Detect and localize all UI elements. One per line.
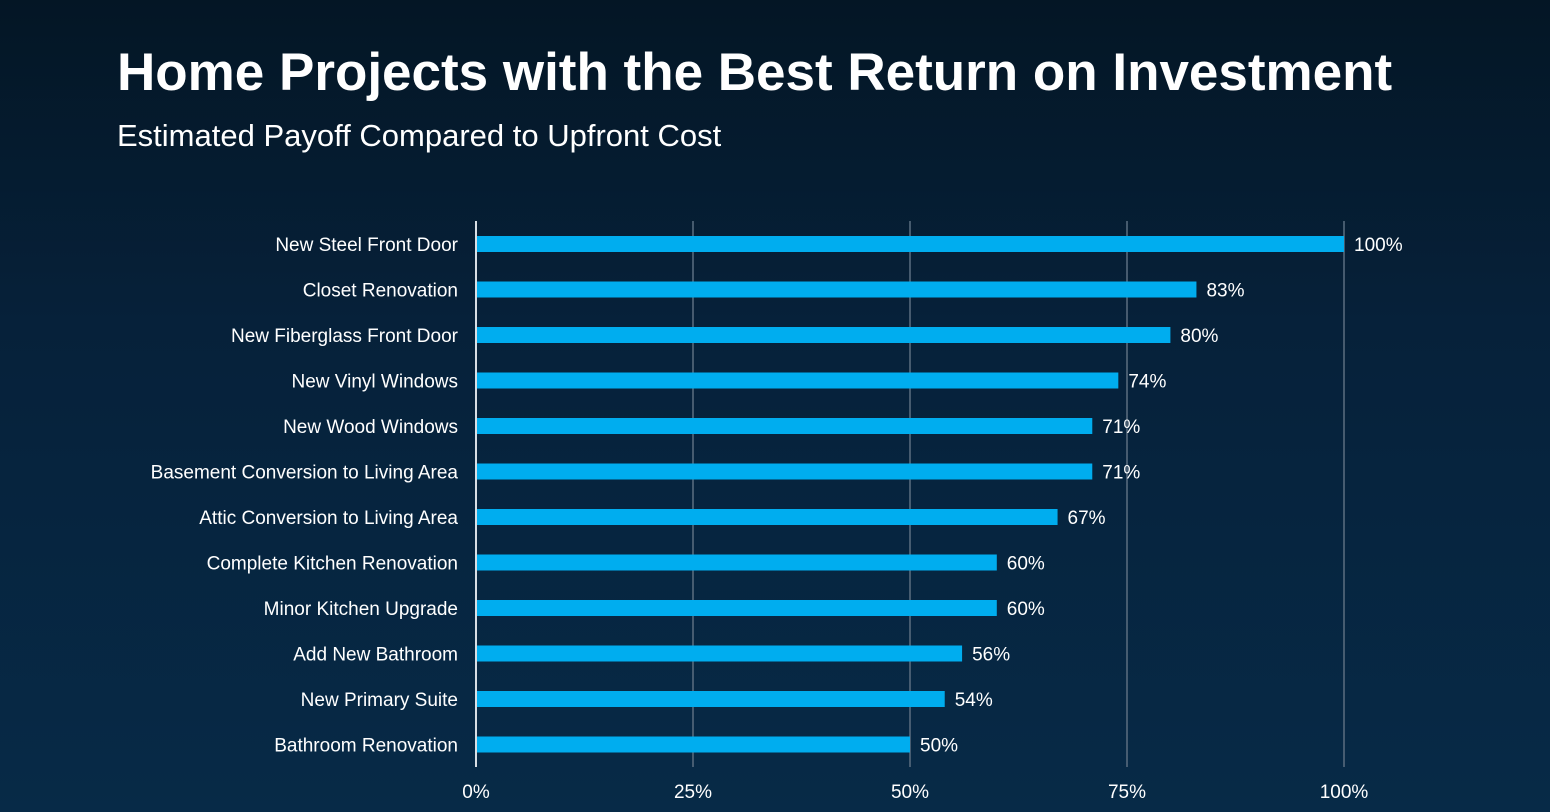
- value-labels: 100% 83% 80% 74% 71% 71% 67% 60% 60% 56% 54% 50%: [920, 235, 1403, 757]
- value-label: 60%: [1007, 599, 1045, 620]
- x-tick-label: 25%: [674, 782, 712, 803]
- x-tick-label: 75%: [1108, 782, 1146, 803]
- category-label: Minor Kitchen Upgrade: [264, 599, 458, 620]
- value-label: 54%: [955, 690, 993, 711]
- x-tick-label: 50%: [891, 782, 929, 803]
- value-label: 50%: [920, 736, 958, 757]
- bar: [476, 236, 1344, 252]
- category-label: New Wood Windows: [283, 417, 458, 438]
- category-label: Closet Renovation: [303, 281, 458, 302]
- x-tick-label: 100%: [1320, 782, 1369, 803]
- chart-subtitle: Estimated Payoff Compared to Upfront Cos…: [117, 118, 722, 153]
- bar: [476, 372, 1119, 389]
- value-label: 56%: [972, 645, 1010, 666]
- category-label: New Vinyl Windows: [292, 372, 458, 393]
- bar: [476, 281, 1197, 298]
- x-axis-ticks: 0% 25% 50% 75% 100%: [462, 782, 1368, 803]
- category-labels: New Steel Front Door Closet Renovation New…: [151, 235, 459, 757]
- bar: [476, 600, 997, 616]
- category-label: New Steel Front Door: [275, 235, 458, 256]
- gridlines: [692, 221, 1345, 767]
- category-label: New Primary Suite: [301, 690, 458, 711]
- bar: [476, 327, 1171, 343]
- x-tick-label: 0%: [462, 782, 490, 803]
- value-label: 71%: [1102, 463, 1140, 484]
- category-label: Basement Conversion to Living Area: [151, 463, 459, 484]
- chart-title: Home Projects with the Best Return on In…: [117, 43, 1393, 102]
- bars: [476, 236, 1344, 753]
- value-label: 80%: [1180, 326, 1218, 347]
- value-label: 74%: [1128, 372, 1166, 393]
- bar: [476, 736, 910, 753]
- bar: [476, 691, 945, 707]
- bar: [476, 418, 1093, 434]
- value-label: 83%: [1206, 281, 1244, 302]
- category-label: Complete Kitchen Renovation: [207, 554, 458, 575]
- category-label: Attic Conversion to Living Area: [199, 508, 458, 529]
- value-label: 60%: [1007, 554, 1045, 575]
- category-label: Bathroom Renovation: [274, 736, 458, 757]
- value-label: 71%: [1102, 417, 1140, 438]
- bar: [476, 509, 1058, 525]
- bar: [476, 554, 997, 571]
- value-label: 67%: [1068, 508, 1106, 529]
- category-label: New Fiberglass Front Door: [231, 326, 459, 347]
- bar: [476, 645, 963, 662]
- value-label: 100%: [1354, 235, 1403, 256]
- category-label: Add New Bathroom: [293, 645, 458, 666]
- bar: [476, 463, 1093, 480]
